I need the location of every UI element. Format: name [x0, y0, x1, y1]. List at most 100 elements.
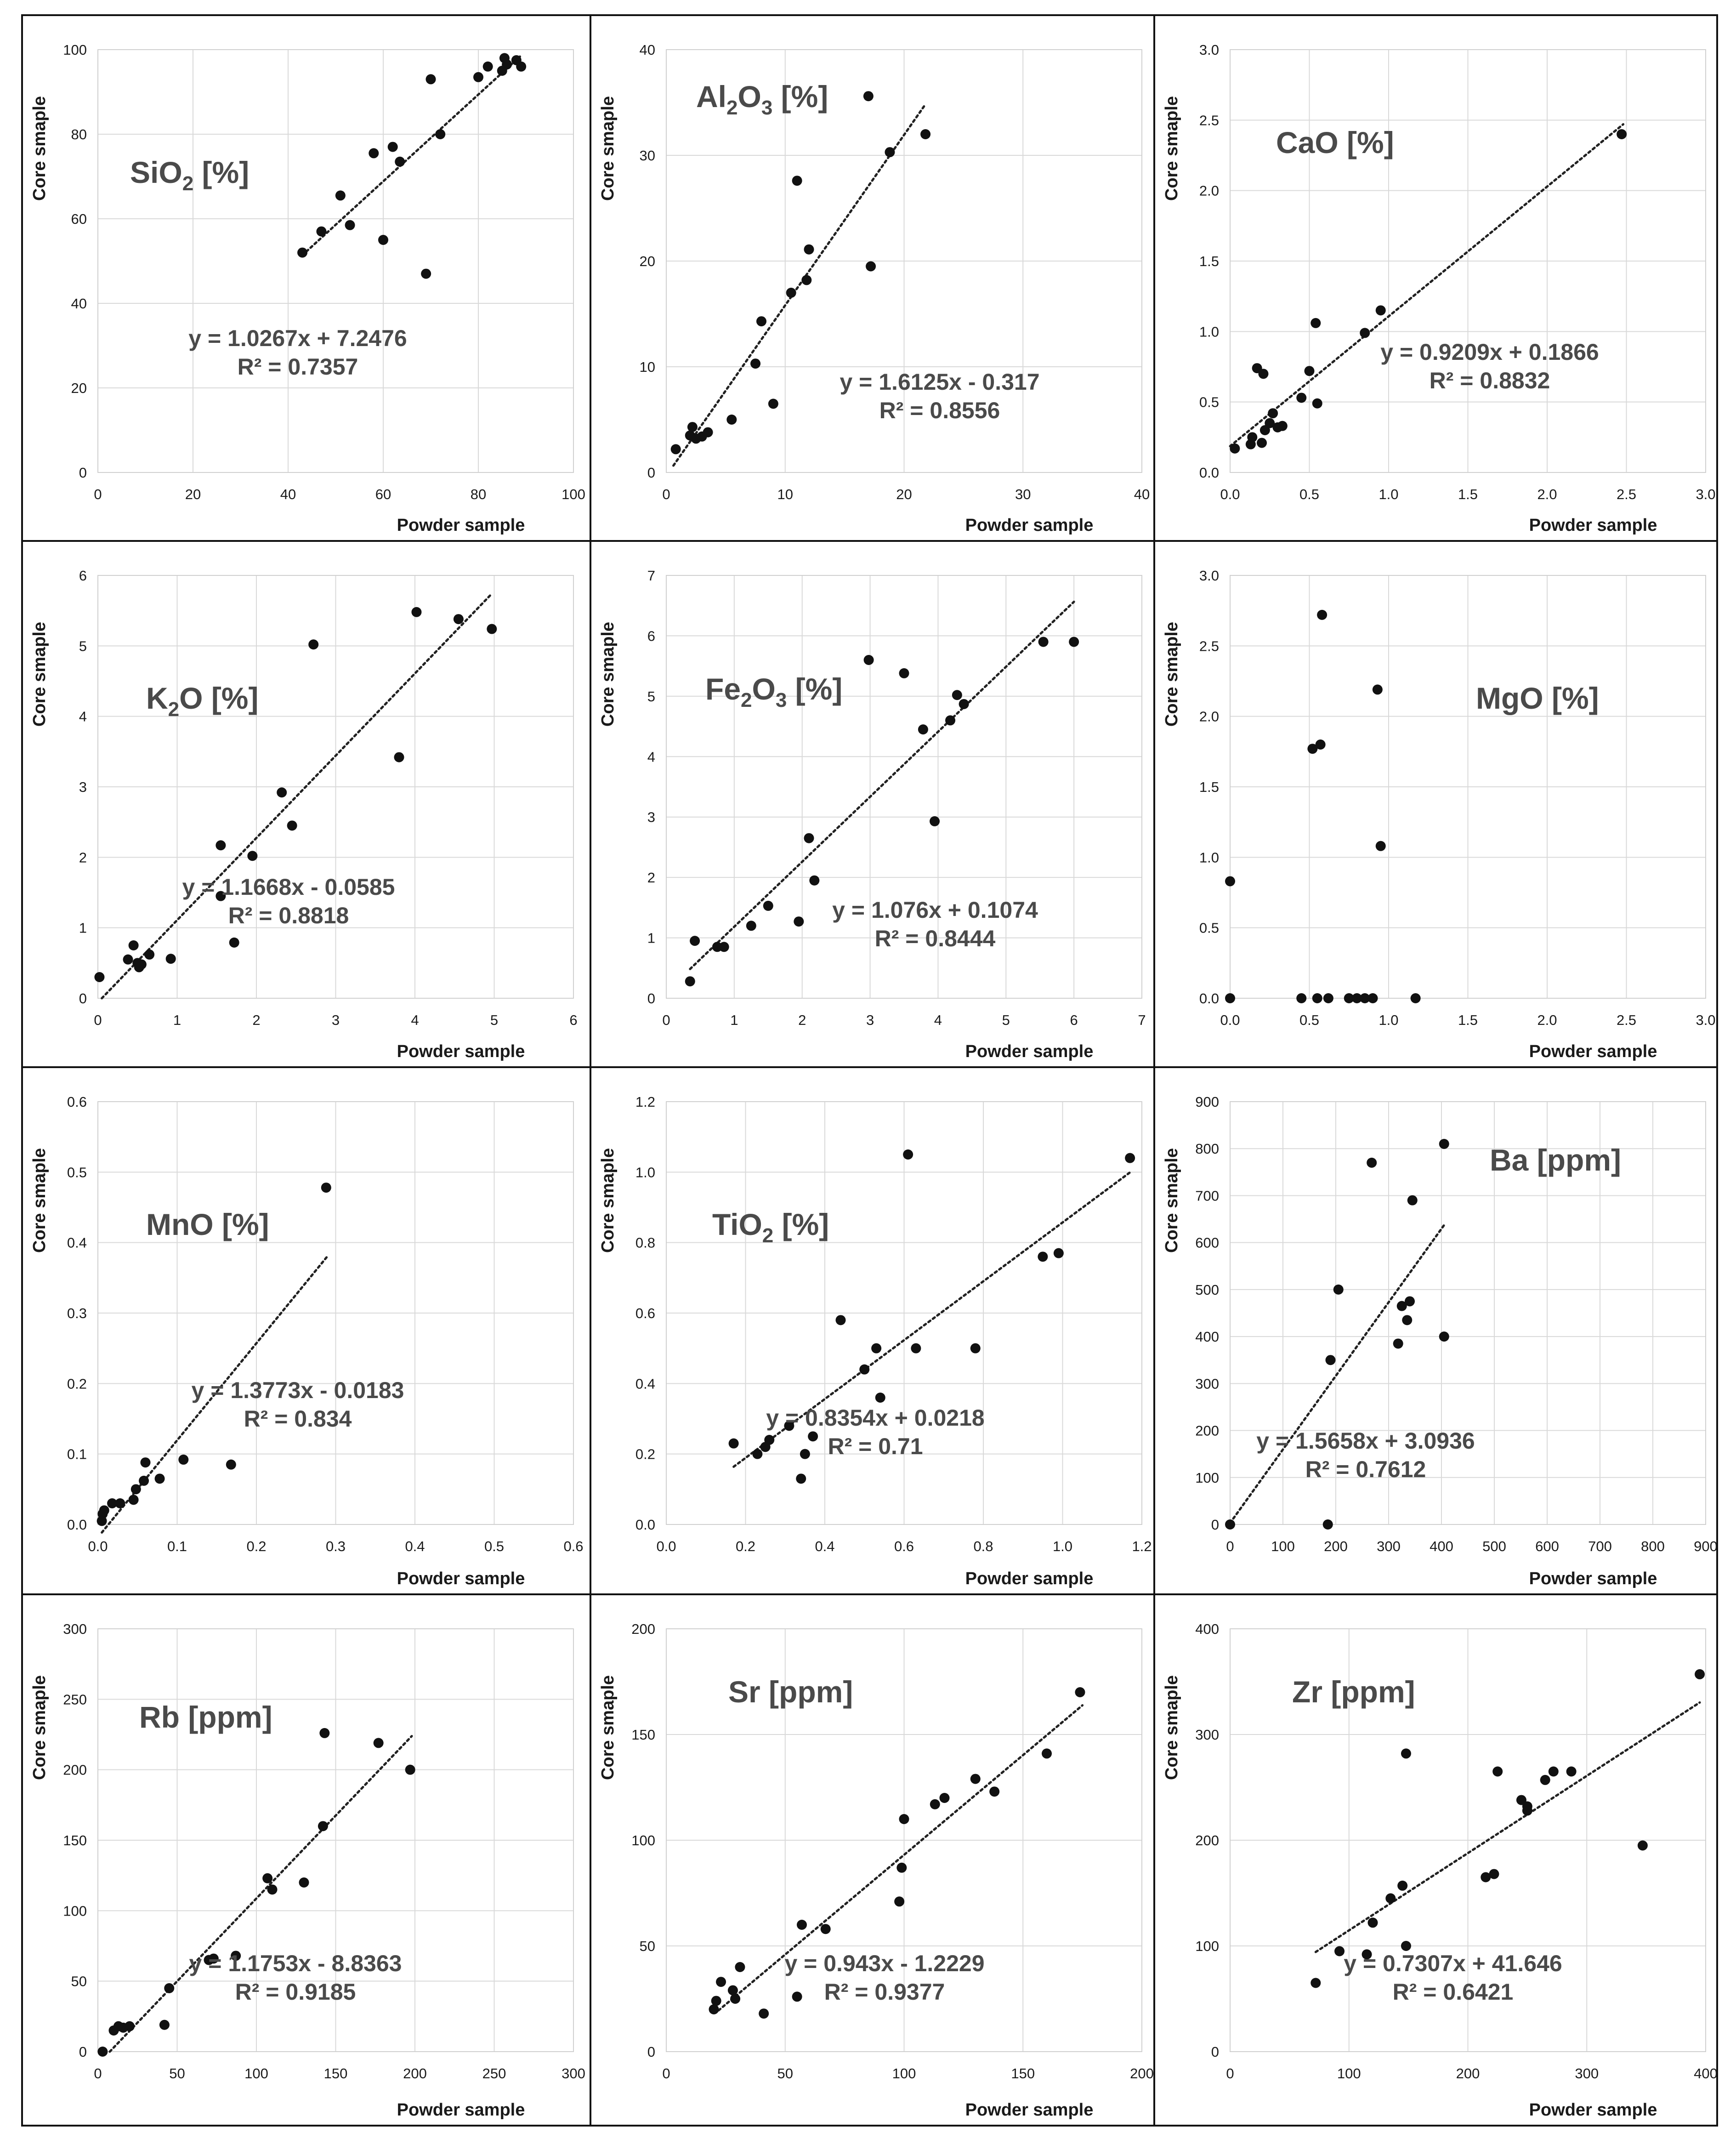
x-tick-label: 0: [94, 2065, 102, 2081]
panel-border: [21, 540, 591, 1068]
data-point: [1225, 993, 1235, 1003]
x-tick-label: 800: [1641, 1538, 1665, 1554]
y-tick-label: 900: [1195, 1094, 1219, 1110]
y-tick-label: 0.2: [635, 1446, 655, 1462]
data-point: [231, 1951, 241, 1961]
trend-equation: y = 1.1753x - 8.8363: [189, 1951, 402, 1976]
data-point: [1322, 1519, 1333, 1530]
data-point: [373, 1738, 384, 1748]
data-point: [1268, 408, 1278, 419]
data-point: [1410, 993, 1421, 1003]
panel-border: [21, 14, 591, 542]
data-point: [1522, 1805, 1532, 1816]
x-tick-label: 0.5: [484, 1538, 504, 1554]
x-tick-label: 4: [934, 1012, 942, 1028]
data-point: [318, 1821, 328, 1831]
y-tick-label: 100: [631, 1832, 655, 1848]
data-point: [1307, 744, 1318, 754]
data-point: [716, 1977, 726, 1987]
plot-area: [97, 1628, 574, 2052]
y-tick-label: 0.0: [1199, 990, 1219, 1007]
data-point: [1489, 1869, 1499, 1879]
data-point: [144, 949, 155, 960]
r-squared: R² = 0.9377: [824, 1979, 945, 2005]
data-point: [903, 1149, 913, 1160]
x-tick-label: 500: [1482, 1538, 1506, 1554]
data-point: [1053, 1248, 1064, 1258]
y-tick-label: 0.4: [67, 1235, 87, 1251]
y-tick-label: 700: [1195, 1188, 1219, 1204]
chart-panel-5: 0 1 2 3 4 5 6 7 0 1 2 3 4 5 6 7 Powder sample Core smaple…: [590, 540, 1155, 1068]
r-squared: R² = 0.7357: [238, 354, 358, 380]
x-tick-label: 0.0: [1220, 486, 1240, 502]
y-tick-label: 2: [79, 849, 87, 865]
y-tick-label: 0.2: [67, 1376, 87, 1392]
x-tick-label: 6: [1070, 1012, 1078, 1028]
data-point: [123, 954, 133, 965]
title-subscript: 3: [776, 689, 787, 711]
title-part: Sr [ppm]: [728, 1675, 853, 1709]
title-part: SiO: [130, 155, 182, 189]
plot-area: [97, 575, 574, 999]
x-tick-label: 0.8: [973, 1538, 993, 1554]
x-axis-label: Powder sample: [397, 1569, 525, 1588]
y-tick-label: 4: [647, 749, 655, 765]
chart-title: Rb [ppm]: [139, 1700, 272, 1734]
x-tick-label: 100: [244, 2065, 268, 2081]
y-tick-label: 100: [1195, 1938, 1219, 1954]
y-tick-label: 300: [63, 1621, 87, 1637]
x-tick-label: 50: [169, 2065, 185, 2081]
data-point: [107, 1498, 118, 1508]
title-subscript: 2: [762, 1224, 773, 1247]
data-point: [970, 1774, 981, 1784]
data-point: [335, 190, 346, 201]
x-axis-label: Powder sample: [397, 516, 525, 535]
y-tick-label: 50: [640, 1938, 655, 1954]
y-tick-label: 0.4: [635, 1376, 655, 1392]
chart-title: Sr [ppm]: [728, 1675, 853, 1709]
x-tick-label: 0.4: [405, 1538, 425, 1554]
data-point: [735, 1962, 745, 1972]
data-point: [752, 1449, 763, 1459]
data-point: [1360, 328, 1370, 338]
chart-title: MgO [%]: [1476, 681, 1599, 715]
x-axis-label: Powder sample: [965, 516, 1094, 535]
panel-border: [590, 1593, 1155, 2127]
data-point: [1375, 305, 1386, 316]
y-tick-label: 50: [71, 1973, 87, 1990]
data-point: [277, 787, 287, 798]
data-point: [1334, 1946, 1345, 1956]
title-part: [%]: [772, 80, 828, 114]
x-tick-label: 60: [375, 486, 391, 502]
title-subscript: 2: [168, 698, 179, 721]
x-tick-label: 300: [562, 2065, 585, 2081]
y-tick-label: 3: [79, 779, 87, 795]
data-point: [502, 59, 512, 70]
y-tick-label: 300: [1195, 1727, 1219, 1743]
data-point: [835, 1315, 846, 1325]
data-point: [453, 614, 464, 625]
x-tick-label: 0: [662, 486, 670, 502]
data-point: [1038, 637, 1049, 647]
y-tick-label: 60: [71, 211, 87, 227]
trend-equation: y = 1.5658x + 3.0936: [1256, 1428, 1475, 1454]
x-axis-label: Powder sample: [965, 1042, 1094, 1061]
x-axis-label: Powder sample: [397, 1042, 525, 1061]
x-tick-label: 200: [403, 2065, 427, 2081]
data-point: [1617, 129, 1627, 139]
y-tick-label: 100: [63, 1903, 87, 1919]
data-point: [130, 1484, 141, 1495]
x-tick-label: 1: [730, 1012, 738, 1028]
data-point: [1367, 1917, 1378, 1928]
title-part: TiO: [712, 1207, 762, 1241]
data-point: [1439, 1331, 1449, 1342]
panel-border: [1153, 1066, 1718, 1595]
y-tick-label: 6: [647, 628, 655, 644]
data-point: [1360, 993, 1370, 1003]
title-part: Al: [696, 80, 726, 114]
x-tick-label: 3.0: [1696, 1012, 1715, 1028]
title-subscript: 2: [182, 172, 193, 195]
y-tick-label: 1.5: [1199, 779, 1219, 795]
y-tick-label: 2.0: [1199, 709, 1219, 725]
